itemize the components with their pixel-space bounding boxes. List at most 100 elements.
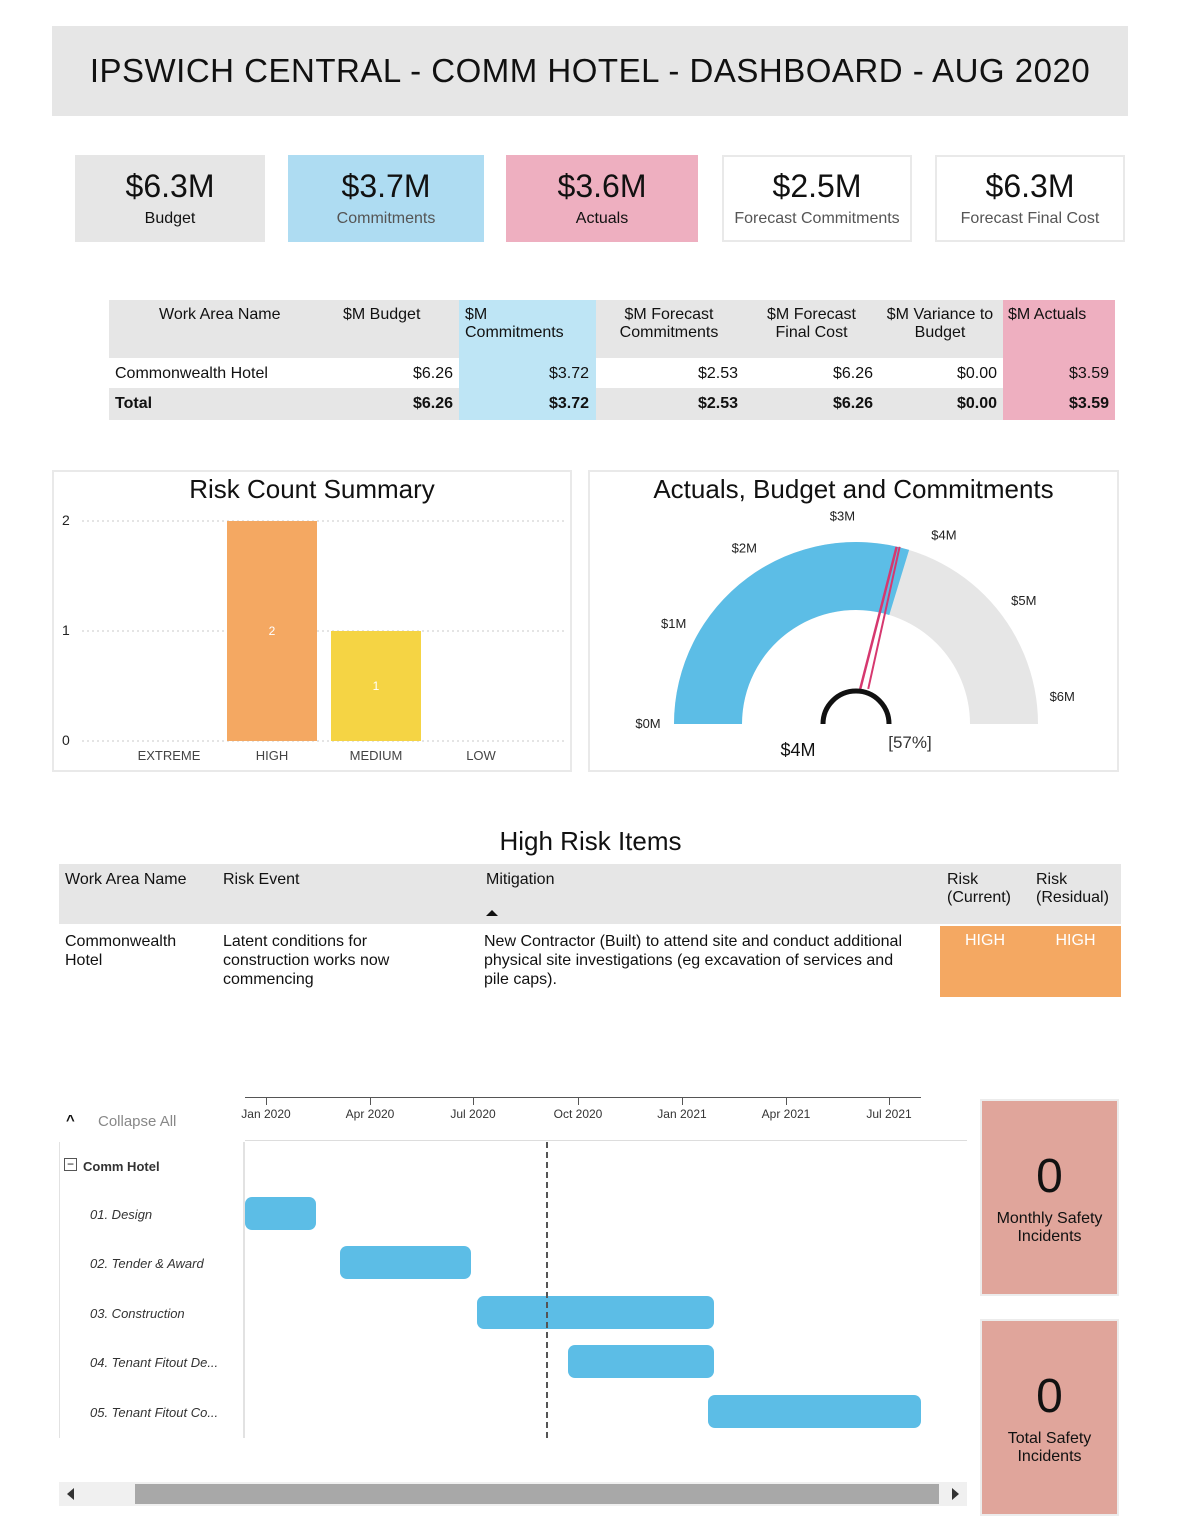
x-tick-label: HIGH [256, 748, 289, 763]
gantt-bar-fitout-design[interactable] [568, 1345, 714, 1378]
horizontal-scrollbar[interactable] [59, 1482, 967, 1506]
gauge-hub [820, 688, 892, 725]
cell-variance: $0.00 [956, 365, 997, 382]
gantt-bar-fitout-construction[interactable] [708, 1395, 921, 1428]
hr-cell-risk-event: Latent conditions for construction works… [223, 933, 390, 989]
x-tick-label: MEDIUM [350, 748, 403, 763]
timeline-tick [578, 1097, 579, 1105]
hr-header-risk-event: Risk Event [223, 871, 300, 888]
gauge-tick-label: $2M [732, 541, 757, 556]
kpi-commitments: $3.7M Commitments [288, 155, 484, 242]
timeline-label: Jul 2020 [450, 1107, 496, 1121]
total-budget: $6.26 [412, 395, 453, 412]
gantt-task-label[interactable]: 02. Tender & Award [90, 1256, 204, 1271]
kpi-value: $3.6M [557, 167, 647, 204]
hr-cell-risk-current: HIGH [965, 932, 1005, 949]
page-title: IPSWICH CENTRAL - COMM HOTEL - DASHBOARD… [89, 52, 1091, 89]
monthly-safety-label: Monthly Safety Incidents [996, 1209, 1103, 1245]
scroll-left-icon[interactable] [67, 1488, 74, 1500]
cell-work-area: Commonwealth Hotel [115, 365, 268, 382]
risk-level-background [940, 926, 1121, 997]
gauge-percent-label: [57%] [888, 733, 931, 752]
chevron-up-icon[interactable]: ^ [66, 1112, 75, 1129]
timeline-tick [786, 1097, 787, 1105]
hr-cell-work-area: Commonwealth Hotel [65, 933, 177, 970]
gantt-bar-construction[interactable] [477, 1296, 714, 1329]
cell-commitments: $3.72 [548, 365, 589, 382]
hr-header-risk-current: Risk (Current) [947, 871, 1012, 907]
gauge-target-pointer-inner [867, 546, 901, 690]
gantt-task-label[interactable]: 01. Design [90, 1207, 153, 1222]
kpi-budget: $6.3M Budget [75, 155, 265, 242]
collapse-group-icon[interactable]: − [64, 1158, 77, 1171]
kpi-value: $6.3M [985, 167, 1075, 204]
header-budget: $M Budget [343, 306, 421, 323]
x-tick-label: LOW [466, 748, 496, 763]
gantt-bar-tender[interactable] [340, 1246, 471, 1279]
sort-ascending-icon[interactable] [486, 910, 498, 916]
cell-actuals: $3.59 [1068, 365, 1109, 382]
bar-value-label: 2 [269, 624, 276, 638]
today-marker [546, 1142, 548, 1438]
header-commitments: $M Commitments [465, 306, 564, 342]
gauge-panel: Actuals, Budget and Commitments $0M $1M $2… [588, 470, 1119, 772]
hr-header-work-area: Work Area Name [65, 871, 187, 888]
total-variance: $0.00 [956, 395, 997, 412]
bar-medium[interactable] [331, 631, 421, 741]
risk-bar-chart: 2 1 0 EXTREME 2 HIGH 1 MEDIUM LOW [62, 512, 566, 763]
gauge-tick-label: $4M [931, 528, 956, 543]
hr-header-mitigation[interactable]: Mitigation [486, 871, 555, 888]
gauge-tick-label: $6M [1050, 689, 1075, 704]
y-tick-1: 1 [62, 622, 70, 638]
high-risk-header-row: Work Area Name Risk Event Mitigation Ris… [59, 864, 1121, 924]
timeline-label: Apr 2021 [761, 1107, 811, 1121]
total-actuals: $3.59 [1068, 395, 1109, 412]
timeline-tick [370, 1097, 371, 1105]
kpi-forecast-commitments: $2.5M Forecast Commitments [722, 155, 912, 242]
gantt-task-label[interactable]: 05. Tenant Fitout Co... [90, 1405, 219, 1420]
gauge-chart: $0M $1M $2M $3M $4M $5M $6M $4M [57%] [635, 508, 1075, 760]
table-row: Commonwealth Hotel Latent conditions for… [59, 926, 1121, 998]
timeline-divider [245, 1140, 967, 1141]
kpi-actuals: $3.6M Actuals [506, 155, 698, 242]
hr-cell-mitigation: New Contractor (Built) to attend site an… [484, 933, 903, 989]
kpi-label: Commitments [336, 210, 436, 228]
cell-forecast-commitments: $2.53 [697, 365, 738, 382]
bar-high[interactable] [227, 521, 317, 741]
timeline-tick [682, 1097, 683, 1105]
scroll-right-icon[interactable] [952, 1488, 959, 1500]
gantt-task-label[interactable]: 04. Tenant Fitout De... [90, 1355, 219, 1370]
total-forecast-final-cost: $6.26 [832, 395, 873, 412]
kpi-label: Actuals [575, 210, 629, 228]
total-forecast-commitments: $2.53 [697, 395, 738, 412]
gauge-target-pointer [859, 546, 898, 690]
timeline-label: Jan 2020 [241, 1107, 291, 1121]
timeline-label: Apr 2020 [345, 1107, 395, 1121]
timeline-axis [245, 1097, 921, 1098]
total-safety-card: 0 Total Safety Incidents [980, 1319, 1119, 1516]
total-commitments: $3.72 [548, 395, 589, 412]
total-safety-value: 0 [1036, 1369, 1063, 1423]
monthly-safety-value: 0 [1036, 1149, 1063, 1203]
y-tick-2: 2 [62, 512, 70, 528]
header-work-area: Work Area Name [159, 306, 281, 323]
cell-forecast-final-cost: $6.26 [832, 365, 873, 382]
risk-count-panel: Risk Count Summary 2 1 0 EXTREME 2 HIGH 1 ME… [52, 470, 572, 772]
gauge-tick-label: $1M [661, 616, 686, 631]
gauge-tick-label: $3M [830, 508, 855, 523]
collapse-all-button[interactable]: Collapse All [98, 1113, 177, 1130]
timeline-label: Jul 2021 [866, 1107, 912, 1121]
risk-chart-title: Risk Count Summary [189, 474, 435, 504]
header-actuals: $M Actuals [1008, 306, 1087, 323]
bar-value-label: 1 [373, 679, 380, 693]
timeline-tick [473, 1097, 474, 1105]
scrollbar-thumb[interactable] [135, 1484, 939, 1504]
gauge-title: Actuals, Budget and Commitments [653, 474, 1054, 504]
monthly-safety-card: 0 Monthly Safety Incidents [980, 1099, 1119, 1296]
gantt-bar-design[interactable] [245, 1197, 316, 1230]
gantt-group-label[interactable]: Comm Hotel [83, 1159, 160, 1174]
header-forecast-commitments: $M Forecast Commitments [619, 306, 719, 342]
gantt-task-label[interactable]: 03. Construction [90, 1306, 185, 1321]
kpi-label: Budget [144, 210, 196, 228]
timeline-tick [889, 1097, 890, 1105]
